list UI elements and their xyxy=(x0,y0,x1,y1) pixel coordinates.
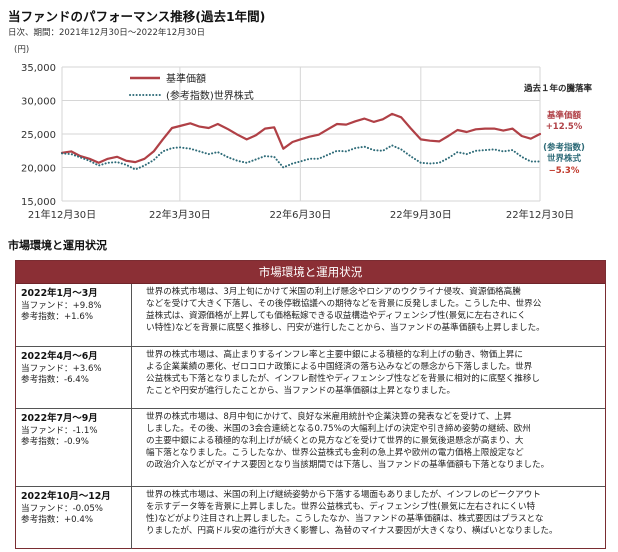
fund-return: 当ファンド：+9.8% xyxy=(21,301,102,311)
period-cell: 2022年4月～6月 当ファンド：+3.6% 参考指数：-6.4% xyxy=(16,347,132,408)
y-tick-label: 25,000 xyxy=(21,130,56,141)
period-label: 2022年4月～6月 xyxy=(21,351,98,362)
commentary-line: 益株式は、資源価格が上昇しても価格転嫁できる収益構造やディフェンシブ性(景気に左… xyxy=(146,310,526,321)
commentary-line: りましたが、円高ドル安の進行が大きく影響し、為替のマイナス要因が大きくなり、横ば… xyxy=(146,525,558,536)
commentary-line: 性)などがより注目され上昇しました。こうしたなか、当ファンドの基準価額は、株式要… xyxy=(146,513,544,524)
period-cell: 2022年10月～12月 当ファンド：-0.05% 参考指数：+0.4% xyxy=(16,487,132,549)
commentary-line: たことや円安が進行したことから、当ファンドの基準価額は上昇となりました。 xyxy=(146,385,456,396)
index-return-value: −5.3% xyxy=(549,166,580,176)
return-annotation-title: 過去１年の騰落率 xyxy=(523,83,593,94)
x-tick-label: 22年3月30日 xyxy=(149,208,211,221)
y-tick-label: 35,000 xyxy=(21,63,56,74)
fund-return-label: 基準価額 xyxy=(546,110,582,121)
x-tick-label: 22年9月30日 xyxy=(390,208,452,221)
y-tick-label: 20,000 xyxy=(21,164,56,175)
index-return-label2: 世界株式 xyxy=(547,153,582,164)
performance-chart: 15,000 20,000 25,000 30,000 35,000 21年12月30日 2… xyxy=(21,63,593,221)
commentary-line: の政治介入などがマイナス要因となり当該期間では下落し、当ファンドの基準価額も下落… xyxy=(146,459,550,470)
commentary-line: よる企業業績の悪化、ゼロコロナ政策による中国経済の落ち込みなどの懸念から下落しま… xyxy=(146,361,533,372)
commentary-line: 公益株式も下落となりましたが、インフレ耐性やディフェンシブ性などを背景に相対的に… xyxy=(146,373,541,384)
fund-return-value: +12.5% xyxy=(546,122,583,132)
period-label: 2022年10月～12月 xyxy=(21,491,111,502)
commentary-line: を示すデータ等を背景に上昇しました。世界公益株式も、ディフェンシブ性(景気に左右… xyxy=(146,501,536,512)
period-label: 2022年1月～3月 xyxy=(21,288,98,299)
commentary-line: い特性)などを背景に底堅く推移し、円安が進行したことから、当ファンドの基準価額も… xyxy=(146,322,545,333)
fund-return: 当ファンド：+3.6% xyxy=(21,364,102,374)
index-return: 参考指数：+0.4% xyxy=(21,515,94,526)
index-return: 参考指数：+1.6% xyxy=(21,312,94,323)
commentary-cell: 世界の株式市場は、高止まりするインフレ率と主要中銀による積極的な利上げの動き、物… xyxy=(132,347,605,408)
commentary-line: 世界の株式市場は、米国の利上げ継続姿勢から下落する場面もありましたが、インフレの… xyxy=(146,490,541,500)
y-axis-unit: (円) xyxy=(14,45,30,55)
table-row: 2022年1月～3月 当ファンド：+9.8% 参考指数：+1.6% 世界の株式市場は、… xyxy=(16,284,605,346)
table-row: 2022年7月～9月 当ファンド：-1.1% 参考指数：-0.9% 世界の株式市場は、… xyxy=(16,408,605,486)
fund-series-line xyxy=(60,112,542,164)
table-header: 市場環境と運用状況 xyxy=(16,261,605,284)
index-return-label: (参考指数) xyxy=(543,142,585,153)
commentary-line: 世界の株式市場は、3月上旬にかけて米国の利上げ懸念やロシアのウクライナ侵攻、資源… xyxy=(146,287,521,297)
index-series-line xyxy=(61,144,541,171)
x-tick-label: 22年6月30日 xyxy=(269,208,331,221)
table-body: 2022年1月～3月 当ファンド：+9.8% 参考指数：+1.6% 世界の株式市場は、… xyxy=(16,284,605,549)
index-return: 参考指数：-6.4% xyxy=(21,375,89,386)
legend-fund-label: 基準価額 xyxy=(166,72,206,85)
table-row: 2022年4月～6月 当ファンド：+3.6% 参考指数：-6.4% 世界の株式市場は、… xyxy=(16,346,605,408)
y-tick-label: 15,000 xyxy=(21,197,56,208)
y-tick-label: 30,000 xyxy=(21,97,56,108)
legend-index-label: (参考指数)世界株式 xyxy=(166,89,254,102)
x-tick-label: 22年12月30日 xyxy=(506,208,574,221)
commentary-line: 幅下落となりました。こうしたなか、世界公益株式も金利の急上昇や欧州の電力価格上限… xyxy=(146,447,524,458)
commentary-cell: 世界の株式市場は、米国の利上げ継続姿勢から下落する場面もありましたが、インフレの… xyxy=(132,487,605,549)
fund-return: 当ファンド：-1.1% xyxy=(21,426,98,436)
commentary-line: 世界の株式市場は、高止まりするインフレ率と主要中銀による積極的な利上げの動き、物… xyxy=(146,350,524,360)
commentary-line: の主要中銀による積極的な利上げが続くとの見方などを受けて世界的に景気後退懸念が高… xyxy=(146,435,524,446)
page-title: 当ファンドのパフォーマンス推移(過去1年間) xyxy=(8,9,266,24)
commentary-line: しました。その後、米国の3会合連続となる0.75%の大幅利上げの決定や引き締め姿… xyxy=(146,423,531,434)
commentary-cell: 世界の株式市場は、3月上旬にかけて米国の利上げ懸念やロシアのウクライナ侵攻、資源… xyxy=(132,284,605,346)
section-title: 市場環境と運用状況 xyxy=(8,239,107,252)
index-return: 参考指数：-0.9% xyxy=(21,437,89,448)
commentary-line: などを受けて大きく下落し、その後停戦協議への期待などを背景に反発しました。こうし… xyxy=(146,298,542,309)
period-cell: 2022年7月～9月 当ファンド：-1.1% 参考指数：-0.9% xyxy=(16,409,132,486)
commentary-cell: 世界の株式市場は、8月中旬にかけて、良好な米雇用統計や企業決算の発表などを受けて… xyxy=(132,409,605,486)
commentary-line: 世界の株式市場は、8月中旬にかけて、良好な米雇用統計や企業決算の発表などを受けて… xyxy=(146,412,512,422)
period-cell: 2022年1月～3月 当ファンド：+9.8% 参考指数：+1.6% xyxy=(16,284,132,346)
market-table: 市場環境と運用状況 2022年1月～3月 当ファンド：+9.8% 参考指数：+1.6… xyxy=(15,260,606,549)
table-row: 2022年10月～12月 当ファンド：-0.05% 参考指数：+0.4% 世界の株式市… xyxy=(16,486,605,549)
x-tick-label: 21年12月30日 xyxy=(28,208,96,221)
chart-subtitle: 日次、期間：2021年12月30日～2022年12月30日 xyxy=(8,28,206,38)
period-label: 2022年7月～9月 xyxy=(21,413,98,424)
fund-return: 当ファンド：-0.05% xyxy=(21,504,103,514)
